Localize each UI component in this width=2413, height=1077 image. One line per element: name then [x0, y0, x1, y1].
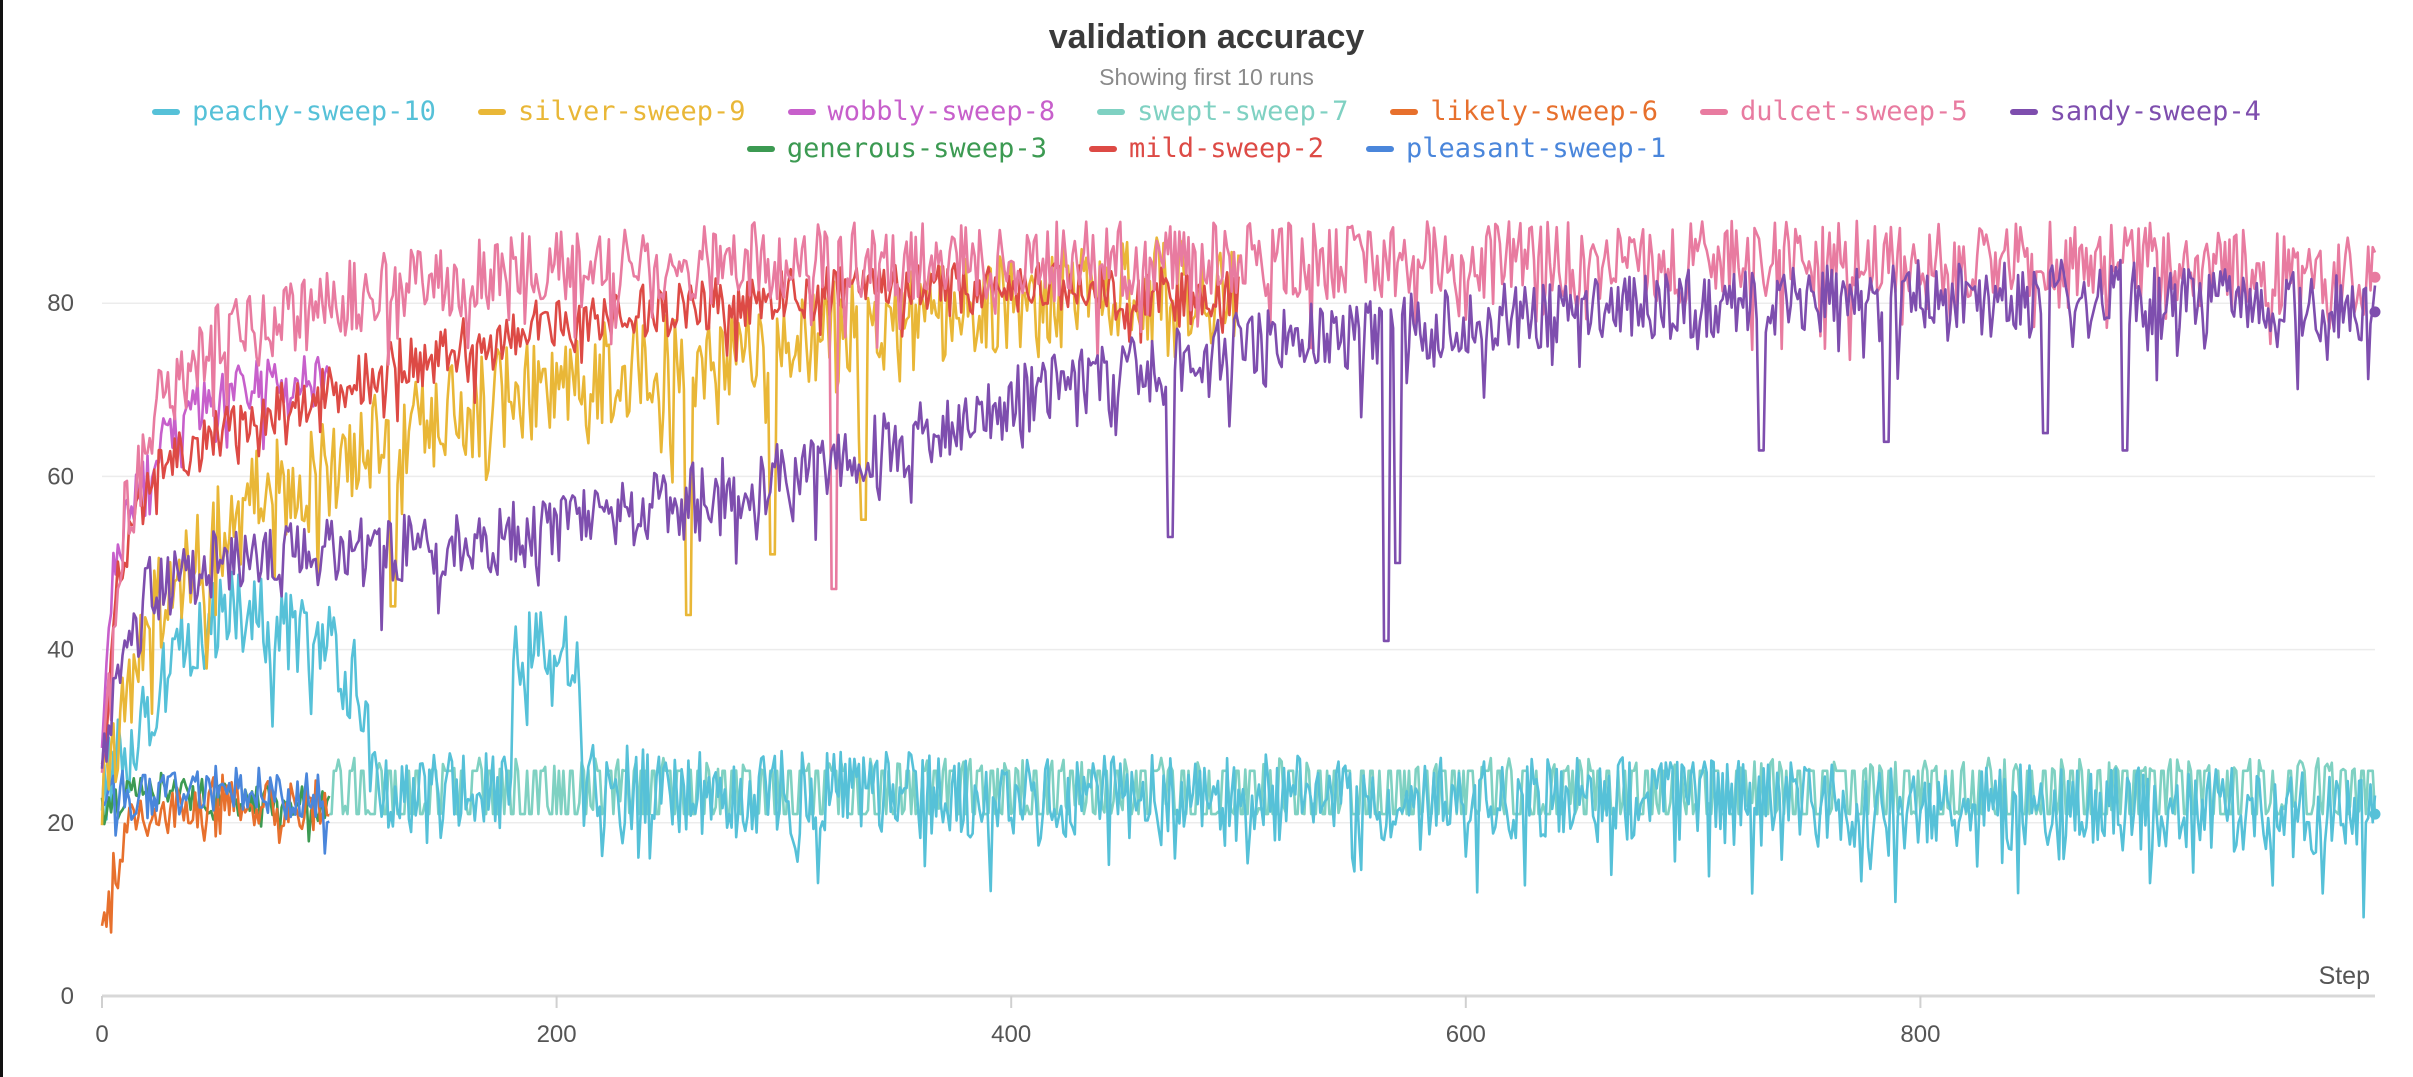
legend-item-sandy-sweep-4[interactable]: sandy-sweep-4	[2009, 96, 2261, 127]
legend-item-peachy-sweep-10[interactable]: peachy-sweep-10	[152, 96, 436, 127]
y-tick-label: 80	[47, 290, 74, 317]
legend-row-2: generous-sweep-3 mild-sweep-2 pleasant-swe…	[0, 133, 2413, 164]
legend-item-mild-sweep-2[interactable]: mild-sweep-2	[1088, 133, 1325, 164]
legend-swatch	[1097, 108, 1126, 115]
legend-label: likely-sweep-6	[1430, 96, 1658, 127]
series-end-marker-sandy-sweep-4	[2369, 306, 2381, 318]
x-tick-label: 600	[1446, 1021, 1486, 1048]
legend-swatch	[1088, 145, 1117, 152]
series-line-pleasant-sweep-1[interactable]	[100, 764, 330, 855]
legend-swatch	[1390, 108, 1419, 115]
legend-label: sandy-sweep-4	[2049, 96, 2261, 127]
series-line-likely-sweep-6[interactable]	[100, 773, 330, 934]
legend-item-pleasant-sweep-1[interactable]: pleasant-sweep-1	[1366, 133, 1666, 164]
legend-item-wobbly-sweep-8[interactable]: wobbly-sweep-8	[787, 96, 1056, 127]
chart-subtitle: Showing first 10 runs	[1099, 64, 1314, 90]
legend-swatch	[152, 108, 181, 115]
series-end-marker-dulcet-sweep-5	[2369, 271, 2381, 283]
legend-swatch	[746, 145, 775, 152]
legend-label: wobbly-sweep-8	[827, 96, 1056, 127]
x-tick-label: 200	[537, 1021, 577, 1048]
series-line-dulcet-sweep-5[interactable]	[100, 219, 2377, 773]
legend-item-dulcet-sweep-5[interactable]: dulcet-sweep-5	[1700, 96, 1968, 127]
legend-swatch	[1700, 108, 1728, 115]
legend-label: dulcet-sweep-5	[1740, 96, 1968, 127]
x-axis-label: Step	[2319, 962, 2370, 990]
legend-swatch	[787, 108, 816, 115]
y-tick-label: 0	[61, 983, 74, 1010]
legend-item-swept-sweep-7[interactable]: swept-sweep-7	[1097, 96, 1348, 127]
x-tick-label: 0	[95, 1021, 108, 1048]
series-line-silver-sweep-9[interactable]	[100, 236, 1240, 826]
legend-label: silver-sweep-9	[517, 96, 746, 127]
legend-label: peachy-sweep-10	[192, 96, 436, 127]
series-end-marker-peachy-sweep-10	[2369, 808, 2381, 820]
chart-title: validation accuracy	[1048, 18, 1365, 56]
y-tick-label: 40	[47, 637, 74, 664]
legend-label: pleasant-sweep-1	[1406, 133, 1667, 164]
legend-item-likely-sweep-6[interactable]: likely-sweep-6	[1390, 96, 1658, 127]
legend-label: generous-sweep-3	[786, 133, 1047, 164]
legend-item-silver-sweep-9[interactable]: silver-sweep-9	[477, 96, 746, 127]
window-edge	[0, 0, 3, 1077]
x-tick-label: 800	[1900, 1021, 1940, 1048]
series-line-mild-sweep-2[interactable]	[100, 261, 1240, 765]
x-tick-label: 400	[991, 1021, 1031, 1048]
legend-swatch	[477, 108, 506, 115]
legend-label: swept-sweep-7	[1137, 96, 1349, 127]
series-line-sandy-sweep-4[interactable]	[100, 258, 2377, 769]
legend-swatch	[2009, 108, 2038, 115]
y-tick-label: 20	[47, 810, 74, 837]
legend-row-1: peachy-sweep-10 silver-sweep-9 wobbly-swee…	[0, 96, 2413, 127]
legend-label: mild-sweep-2	[1128, 133, 1325, 164]
legend-swatch	[1366, 145, 1395, 152]
series-line-peachy-sweep-10[interactable]	[100, 570, 2377, 919]
legend-item-generous-sweep-3[interactable]: generous-sweep-3	[746, 133, 1047, 164]
y-tick-label: 60	[47, 463, 74, 490]
